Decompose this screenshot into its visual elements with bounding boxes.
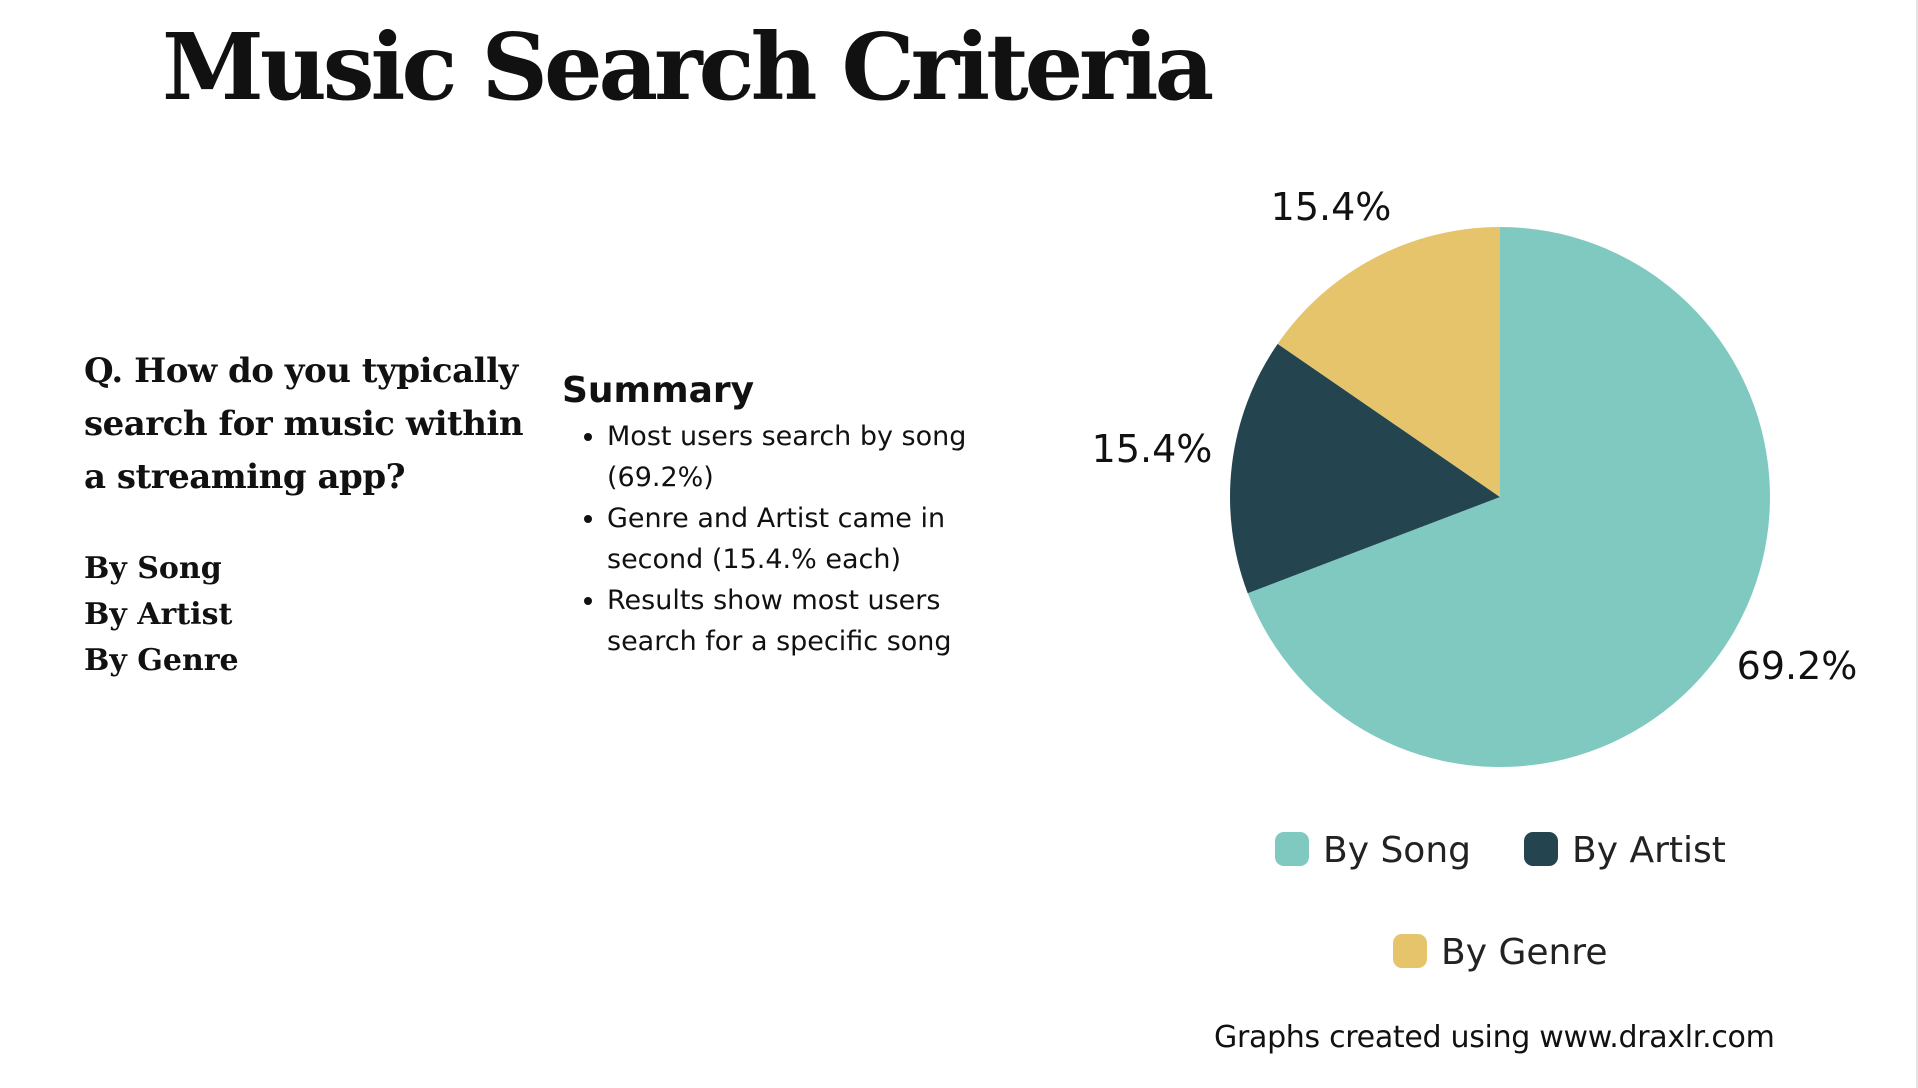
legend-label-by-genre: By Genre [1441, 932, 1607, 973]
page-title: Music Search Criteria [162, 13, 1214, 121]
data-label-by-song: 69.2% [1737, 644, 1858, 688]
legend-swatch-by-artist [1524, 832, 1558, 866]
legend-swatch-by-song [1275, 832, 1309, 866]
legend-label-by-artist: By Artist [1572, 830, 1726, 871]
summary-bullet: Genre and Artist came in second (15.4.% … [607, 498, 1002, 580]
legend-swatch-by-genre [1393, 934, 1427, 968]
pie-slice-by-song [1247, 227, 1770, 767]
pie-slice-by-genre [1277, 227, 1500, 497]
pie-slice-by-artist [1230, 343, 1500, 594]
option-by-artist: By Artist [84, 597, 233, 632]
data-label-by-genre: 15.4% [1271, 185, 1392, 229]
answer-options: By Song By Artist By Genre [84, 546, 239, 684]
slide-edge [1916, 0, 1918, 1088]
option-by-genre: By Genre [84, 643, 239, 678]
summary-panel: Summary Most users search by song (69.2%… [562, 368, 1002, 662]
summary-heading: Summary [562, 370, 755, 411]
summary-bullet: Most users search by song (69.2%) [607, 416, 1002, 498]
summary-bullets: Most users search by song (69.2%) Genre … [562, 416, 1002, 662]
data-label-by-artist: 15.4% [1092, 427, 1213, 471]
credit-text: Graphs created using www.draxlr.com [1214, 1020, 1775, 1055]
summary-bullet: Results show most users search for a spe… [607, 580, 1002, 662]
survey-question: Q. How do you typically search for music… [84, 351, 524, 497]
legend-label-by-song: By Song [1323, 830, 1471, 871]
option-by-song: By Song [84, 551, 222, 586]
